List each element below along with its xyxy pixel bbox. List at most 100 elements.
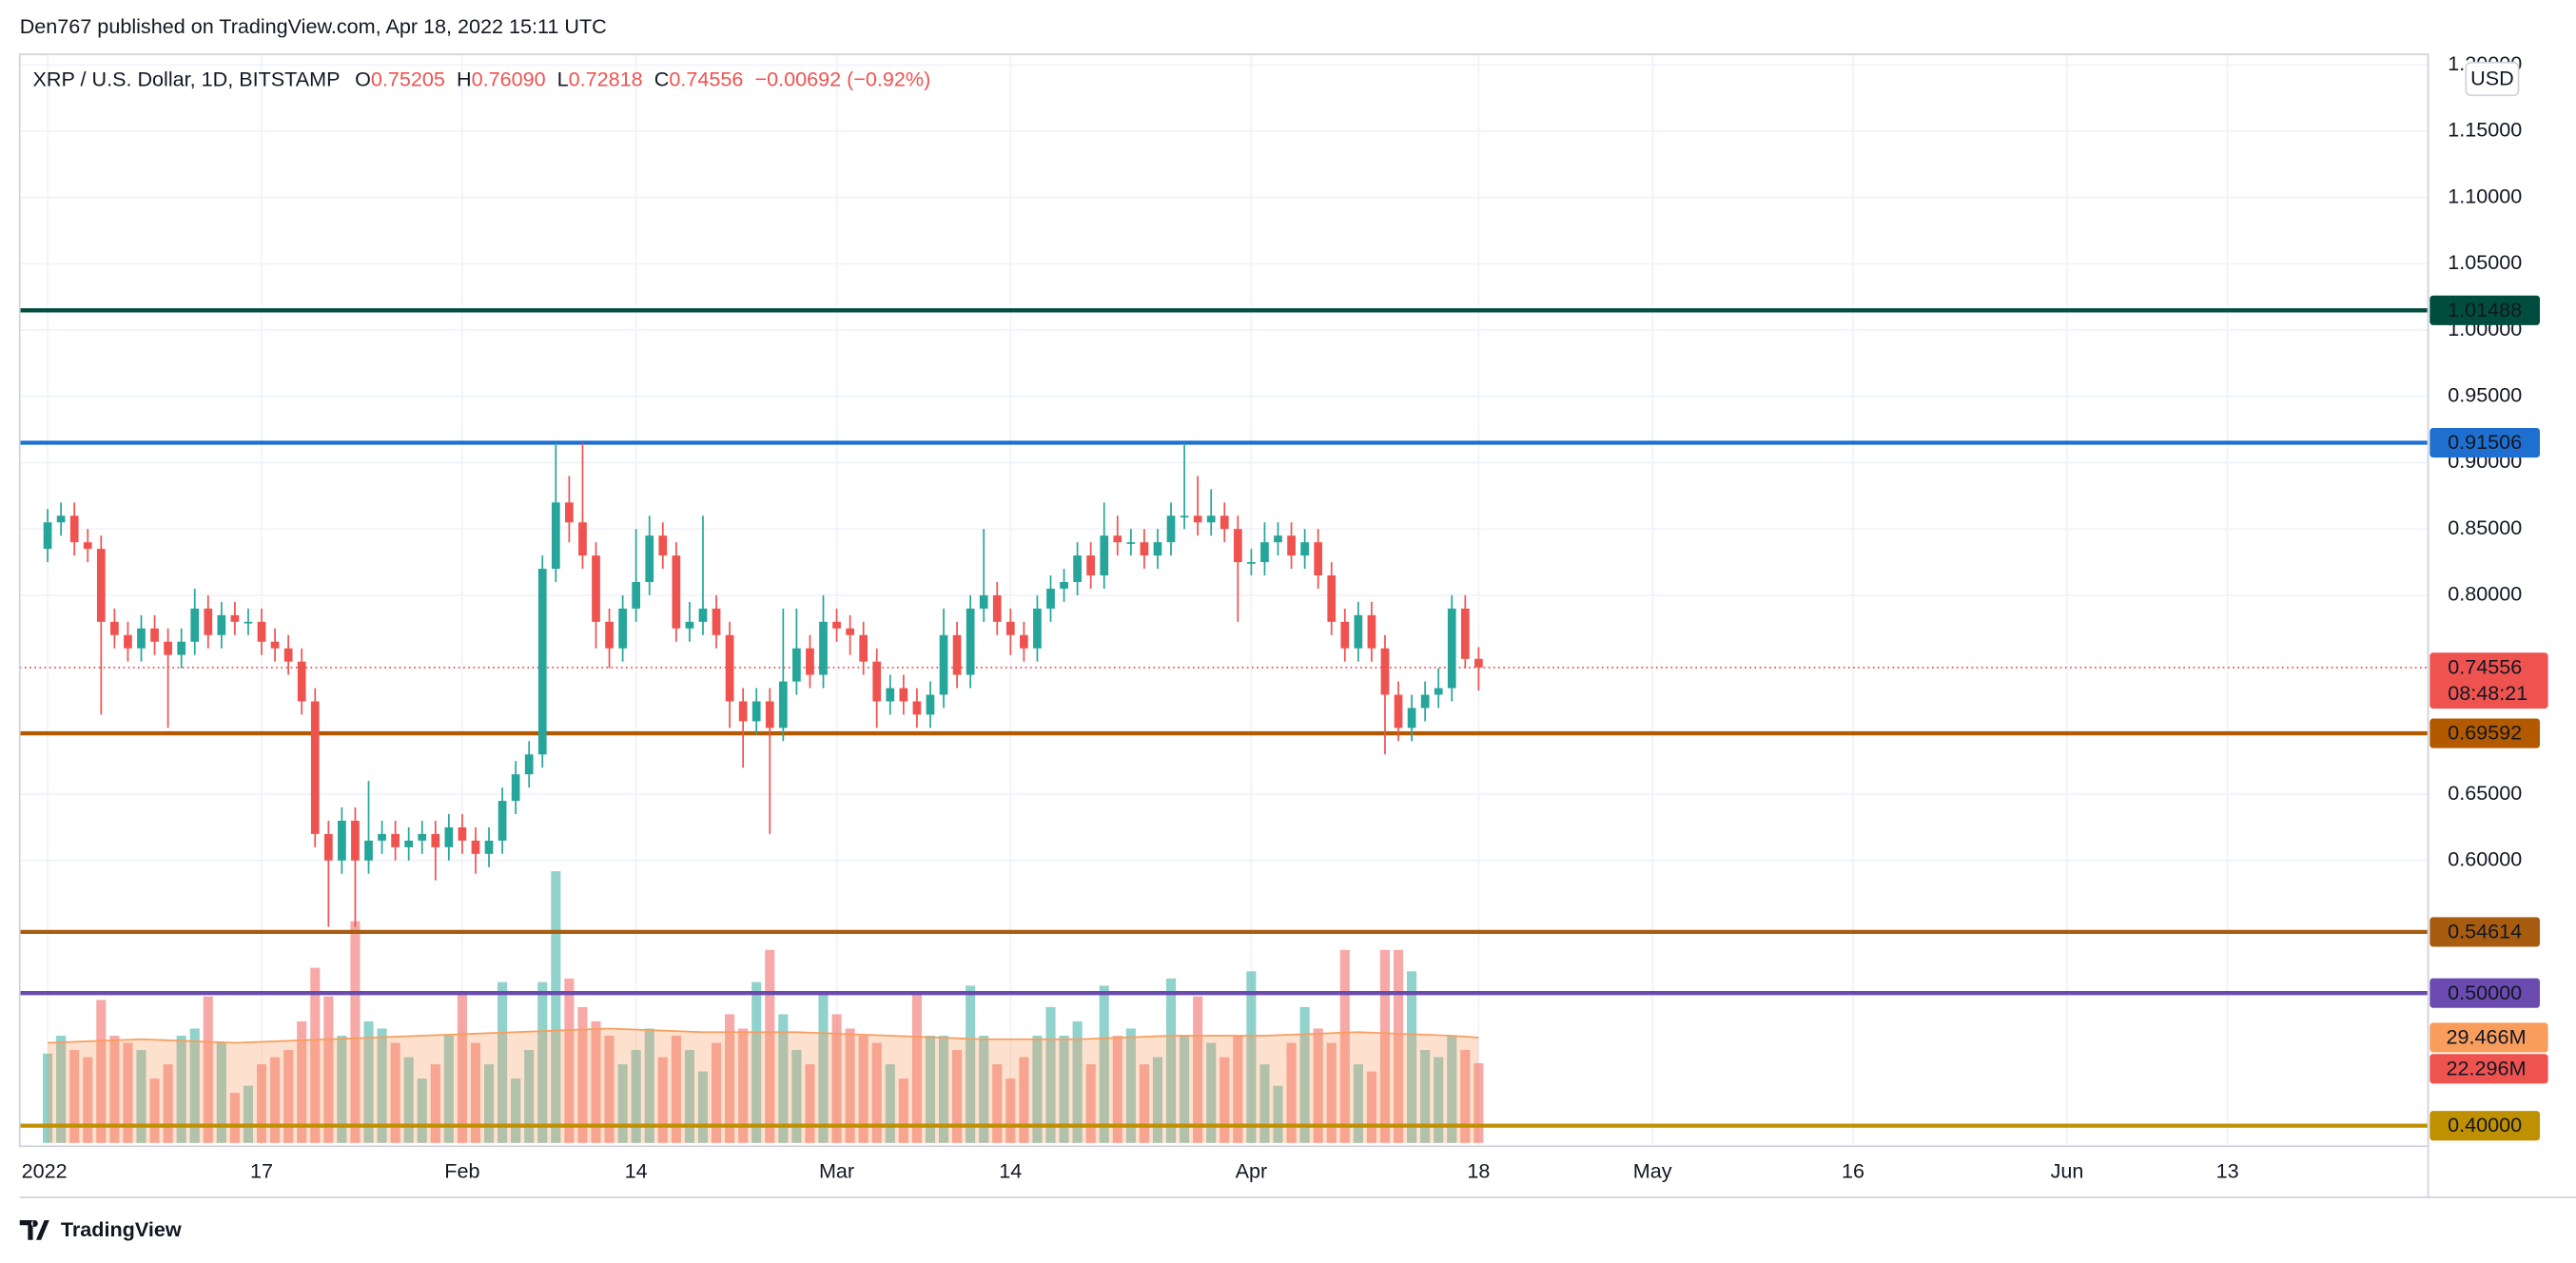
candle-body xyxy=(1033,608,1042,649)
volume-bar xyxy=(925,1035,936,1143)
volume-bar xyxy=(591,1020,601,1143)
candle-body xyxy=(846,628,854,635)
y-tick-label: 1.05000 xyxy=(2448,250,2522,274)
volume-bar xyxy=(1246,971,1257,1143)
volume-bar xyxy=(1366,1071,1376,1143)
volume-bar xyxy=(604,1035,615,1143)
candle-body xyxy=(164,641,172,655)
candle-body xyxy=(511,774,520,802)
volume-bar xyxy=(898,1078,908,1143)
candle-body xyxy=(1233,529,1242,563)
candle-body xyxy=(96,549,106,622)
volume-ma-box xyxy=(2430,1022,2548,1053)
volume-bar xyxy=(911,992,922,1143)
volume-bar xyxy=(1059,1035,1069,1143)
candle-body xyxy=(283,648,293,662)
volume-bar xyxy=(1434,1057,1444,1143)
volume-bar xyxy=(1032,1035,1043,1143)
candle-body xyxy=(592,555,600,622)
volume-bar xyxy=(711,1042,722,1143)
y-tick-label: 0.95000 xyxy=(2448,382,2522,406)
volume-bar xyxy=(845,1028,855,1143)
candle-body xyxy=(110,621,119,635)
volume-ma-area xyxy=(48,1028,1479,1143)
candle-body xyxy=(204,608,213,635)
candle-body xyxy=(310,701,320,834)
level-label-box xyxy=(2430,427,2541,458)
last-price-label: 0.74556 xyxy=(2448,654,2522,678)
x-tick-label: 18 xyxy=(1467,1159,1490,1183)
candle-body xyxy=(137,628,146,649)
volume-bar xyxy=(337,1035,347,1143)
candle-body xyxy=(1354,614,1363,649)
volume-bar xyxy=(149,1078,160,1143)
volume-bar xyxy=(938,1035,949,1143)
candle-body xyxy=(806,648,814,675)
legend-ohlc-value: 0.76090 xyxy=(472,67,546,90)
candle-body xyxy=(819,621,828,675)
candle-body xyxy=(458,826,467,841)
volume-bar xyxy=(1353,1064,1363,1143)
volume-bar xyxy=(1273,1085,1283,1143)
y-tick-label: 0.65000 xyxy=(2448,781,2522,805)
candle-body xyxy=(56,515,66,523)
volume-bar xyxy=(176,1035,186,1143)
volume-bar xyxy=(1085,1064,1096,1143)
volume-bar xyxy=(203,996,213,1143)
candle-body xyxy=(1086,555,1096,576)
volume-bar xyxy=(1339,949,1350,1143)
x-tick-label: 2022 xyxy=(22,1159,68,1183)
candle-body xyxy=(444,826,454,847)
candle-body xyxy=(685,621,694,629)
volume-bar xyxy=(778,1014,789,1143)
volume-bar xyxy=(189,1028,200,1143)
candle-body xyxy=(378,833,386,841)
candle-body xyxy=(1260,542,1269,563)
level-label-box xyxy=(2430,978,2541,1008)
level-label-box xyxy=(2430,917,2541,947)
volume-bar xyxy=(350,921,361,1143)
candle-body xyxy=(297,661,306,702)
candle-body xyxy=(738,701,748,722)
candle-body xyxy=(751,701,761,722)
candle-body xyxy=(712,608,721,635)
candle-body xyxy=(966,608,975,675)
volume-bar xyxy=(216,1042,226,1143)
volume-bar xyxy=(765,949,775,1143)
legend-ohlc-label: O xyxy=(355,67,371,90)
candle-body xyxy=(605,621,614,649)
volume-bar xyxy=(1005,1078,1016,1143)
candle-body xyxy=(1287,535,1296,556)
volume-bar xyxy=(1045,1006,1056,1143)
volume-bar xyxy=(256,1064,267,1143)
volume-bar xyxy=(163,1064,173,1143)
volume-bar xyxy=(1139,1064,1149,1143)
candle-body xyxy=(859,634,868,662)
candle-body xyxy=(1340,621,1350,649)
volume-bar xyxy=(243,1085,254,1143)
y-tick-label: 1.15000 xyxy=(2448,118,2522,142)
volume-bar xyxy=(1099,985,1109,1143)
candle-body xyxy=(939,634,948,695)
candle-body xyxy=(551,502,560,570)
candle-body xyxy=(1153,542,1162,556)
candle-body xyxy=(1407,708,1416,729)
candle-body xyxy=(244,621,253,624)
volume-bar xyxy=(1125,1028,1136,1143)
volume-bar xyxy=(470,1042,481,1143)
volume-bar xyxy=(1220,1057,1230,1143)
volume-bar xyxy=(377,1028,387,1143)
volume-bar xyxy=(992,1064,1003,1143)
volume-bar xyxy=(1193,996,1203,1143)
volume-bar xyxy=(229,1093,240,1143)
candle-body xyxy=(565,502,574,523)
legend-ohlc-value: 0.75205 xyxy=(371,67,445,90)
volume-bar xyxy=(952,1050,963,1143)
volume-bar xyxy=(1299,1006,1310,1143)
candle-body xyxy=(230,614,240,622)
currency-box[interactable] xyxy=(2465,61,2520,97)
candle-body xyxy=(672,555,681,629)
x-tick-label: 14 xyxy=(999,1159,1022,1183)
candle-body xyxy=(899,688,908,702)
volume-bar xyxy=(657,1057,668,1143)
